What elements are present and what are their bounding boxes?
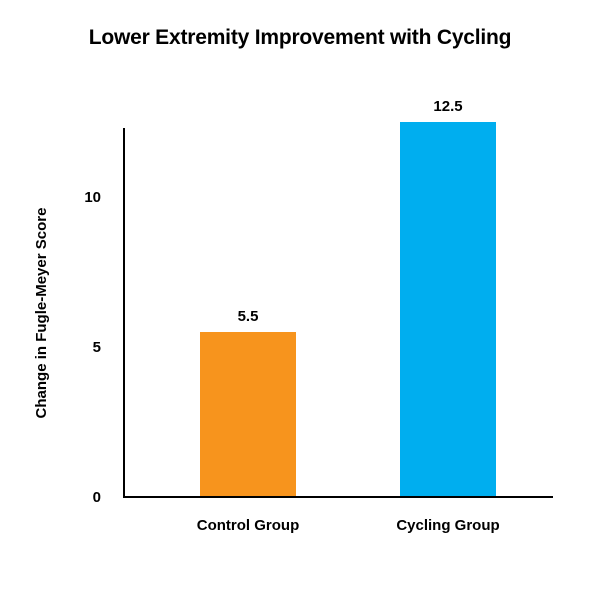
data-label: 12.5 bbox=[433, 98, 462, 115]
y-tick-label: 5 bbox=[93, 339, 101, 356]
x-tick-label: Cycling Group bbox=[396, 517, 499, 534]
y-tick-label: 0 bbox=[93, 489, 101, 506]
y-tick-label: 10 bbox=[84, 189, 101, 206]
chart-title: Lower Extremity Improvement with Cycling bbox=[88, 26, 512, 49]
x-categories-group: Control Group Cycling Group bbox=[197, 517, 500, 534]
data-label: 5.5 bbox=[238, 308, 259, 325]
y-axis-label: Change in Fugle-Meyer Score bbox=[33, 208, 50, 419]
data-labels-group: 5.5 12.5 bbox=[238, 98, 463, 325]
y-ticks-group: 0 5 10 bbox=[84, 189, 101, 506]
x-tick-label: Control Group bbox=[197, 517, 299, 534]
bar-control-group bbox=[200, 332, 296, 497]
bar-cycling-group bbox=[400, 122, 496, 497]
bars-group bbox=[200, 122, 496, 497]
